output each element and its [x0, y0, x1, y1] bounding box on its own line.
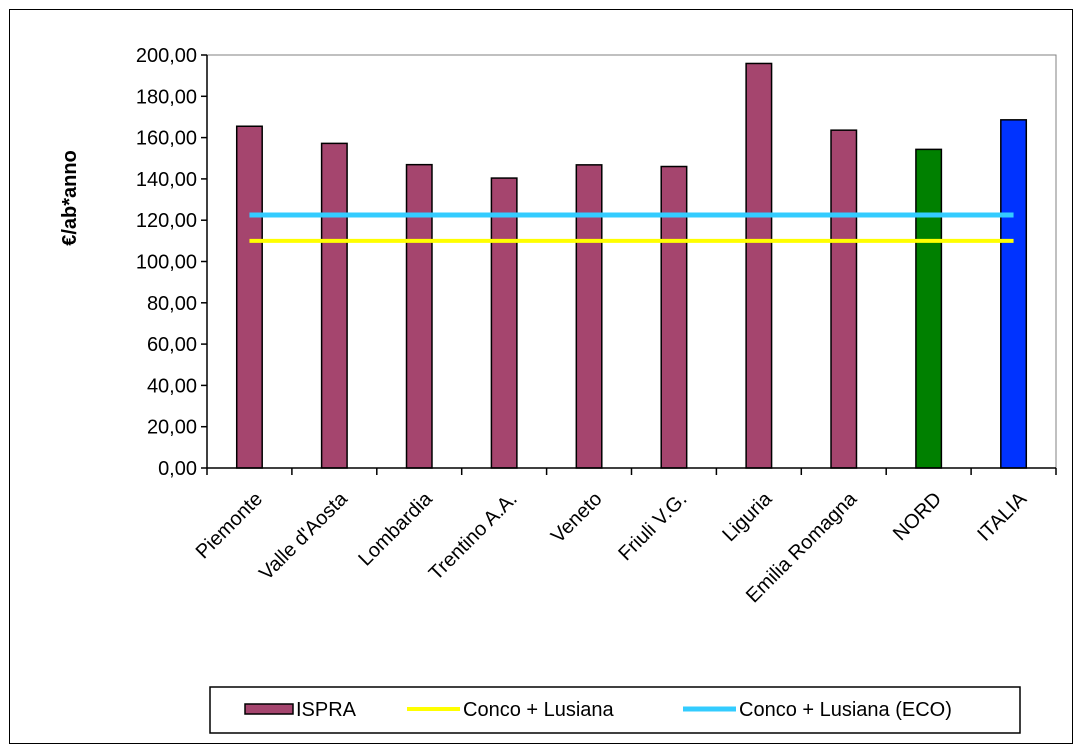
y-tick-label: 60,00	[147, 334, 197, 356]
y-tick-label: 120,00	[136, 210, 197, 232]
bar-friuli-v-g-	[660, 165, 688, 469]
legend-label-conco: Conco + Lusiana	[463, 699, 615, 721]
bar-italia	[1000, 119, 1028, 469]
y-tick-label: 40,00	[147, 375, 197, 397]
legend: ISPRA Conco + Lusiana Conco + Lusiana (E…	[209, 686, 1021, 734]
y-tick-label: 180,00	[136, 86, 197, 108]
x-category-label: Piemonte	[192, 488, 267, 563]
legend-swatch-ispra	[244, 703, 294, 715]
y-tick-label: 20,00	[147, 417, 197, 439]
bar-trentino-a-a-	[490, 177, 518, 469]
bar-emilia-romagna	[830, 129, 858, 469]
axes-group	[201, 54, 1057, 475]
bar-valle-d-aosta	[320, 142, 348, 469]
x-category-label: Lombardia	[354, 487, 437, 570]
plot-area	[206, 54, 1057, 469]
y-tick-label: 100,00	[136, 252, 197, 274]
legend-label-conco-eco: Conco + Lusiana (ECO)	[739, 699, 952, 721]
y-tick-label: 160,00	[136, 128, 197, 150]
y-tick-labels: 0,00 20,00 40,00 60,00 80,00 100,00 120,00 140,…	[136, 45, 197, 480]
y-tick-label: 0,00	[158, 458, 197, 480]
y-tick-label: 140,00	[136, 169, 197, 191]
x-category-label: Liguria	[718, 487, 777, 546]
x-category-label: NORD	[889, 488, 946, 545]
bar-piemonte	[235, 125, 263, 469]
legend-box	[209, 686, 1021, 734]
x-category-label: ITALIA	[973, 488, 1031, 546]
bar-liguria	[745, 62, 773, 469]
bar-nord	[915, 148, 943, 469]
y-axis-label: €/ab*anno	[59, 150, 81, 246]
x-category-label: Valle d'Aosta	[255, 487, 352, 584]
bar-lombardia	[405, 163, 433, 469]
legend-label-ispra: ISPRA	[296, 699, 357, 721]
bar-veneto	[575, 164, 603, 469]
reference-lines-group	[249, 212, 1014, 243]
x-category-label: Friuli V.G.	[614, 488, 691, 565]
y-tick-label: 200,00	[136, 45, 197, 67]
x-category-label: Veneto	[547, 488, 607, 548]
x-category-label: Trentino A.A.	[425, 488, 522, 585]
y-tick-label: 80,00	[147, 293, 197, 315]
